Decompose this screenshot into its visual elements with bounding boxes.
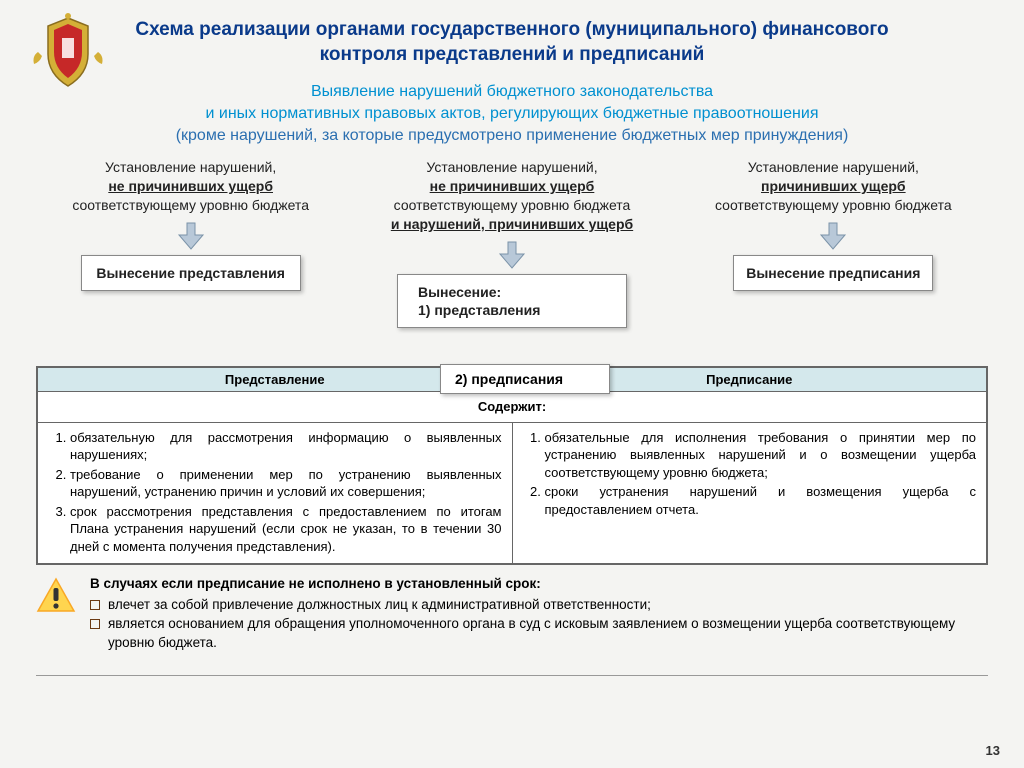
column-1: Установление нарушений, не причинивших у…: [42, 158, 339, 328]
table-cell-right: обязательные для исполнения требования о…: [512, 422, 987, 564]
list-item: обязательные для исполнения требования о…: [545, 429, 977, 482]
down-arrow-icon: [177, 221, 205, 251]
divider: [36, 675, 988, 676]
down-arrow-icon: [498, 240, 526, 270]
subtitle: Выявление нарушений бюджетного законодат…: [0, 67, 1024, 146]
comparison-table: Представление Предписание Содержит: обяз…: [36, 366, 988, 565]
table-cell-left: обязательную для рассмотрения информацию…: [38, 422, 513, 564]
col1-box: Вынесение представления: [81, 255, 301, 291]
list-item: требование о применении мер по устранени…: [70, 466, 502, 501]
col2-text: Установление нарушений, не причинивших у…: [363, 158, 660, 234]
subtitle-line-2: и иных нормативных правовых актов, регул…: [40, 103, 984, 125]
subtitle-line-3: (кроме нарушений, за которые предусмотре…: [40, 125, 984, 147]
page-number: 13: [986, 743, 1000, 758]
col3-box: Вынесение предписания: [733, 255, 933, 291]
subtitle-line-1: Выявление нарушений бюджетного законодат…: [40, 81, 984, 103]
footer-title: В случаях если предписание не исполнено …: [90, 575, 988, 594]
flow-columns: Установление нарушений, не причинивших у…: [0, 146, 1024, 328]
footer-bullet: является основанием для обращения уполно…: [90, 615, 988, 653]
col3-text: Установление нарушений, причинивших ущер…: [685, 158, 982, 215]
emblem-icon: [28, 12, 108, 92]
column-2: Установление нарушений, не причинивших у…: [363, 158, 660, 328]
warning-icon: [36, 577, 76, 613]
column-3: Установление нарушений, причинивших ущер…: [685, 158, 982, 328]
list-item: обязательную для рассмотрения информацию…: [70, 429, 502, 464]
down-arrow-icon: [819, 221, 847, 251]
bullet-icon: [90, 600, 100, 610]
footer-bullet: влечет за собой привлечение должностных …: [90, 596, 988, 615]
bullet-icon: [90, 619, 100, 629]
table-merged-row: Содержит:: [38, 392, 987, 423]
col2-box: Вынесение: 1) представления: [397, 274, 627, 328]
list-item: сроки устранения нарушений и возмещения …: [545, 483, 977, 518]
list-item: срок рассмотрения представления с предос…: [70, 503, 502, 556]
footer-note: В случаях если предписание не исполнено …: [0, 565, 1024, 653]
col2-sub-box: 2) предписания: [440, 364, 610, 394]
col1-text: Установление нарушений, не причинивших у…: [42, 158, 339, 215]
page-title: Схема реализации органами государственно…: [0, 0, 1024, 67]
